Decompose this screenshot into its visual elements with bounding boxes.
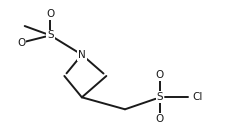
Text: O: O bbox=[46, 9, 55, 19]
Text: S: S bbox=[157, 92, 163, 102]
Text: Cl: Cl bbox=[193, 92, 203, 102]
Text: O: O bbox=[156, 114, 164, 124]
Text: O: O bbox=[17, 38, 25, 48]
Text: S: S bbox=[47, 30, 54, 40]
Text: N: N bbox=[78, 50, 86, 60]
Text: O: O bbox=[156, 70, 164, 80]
